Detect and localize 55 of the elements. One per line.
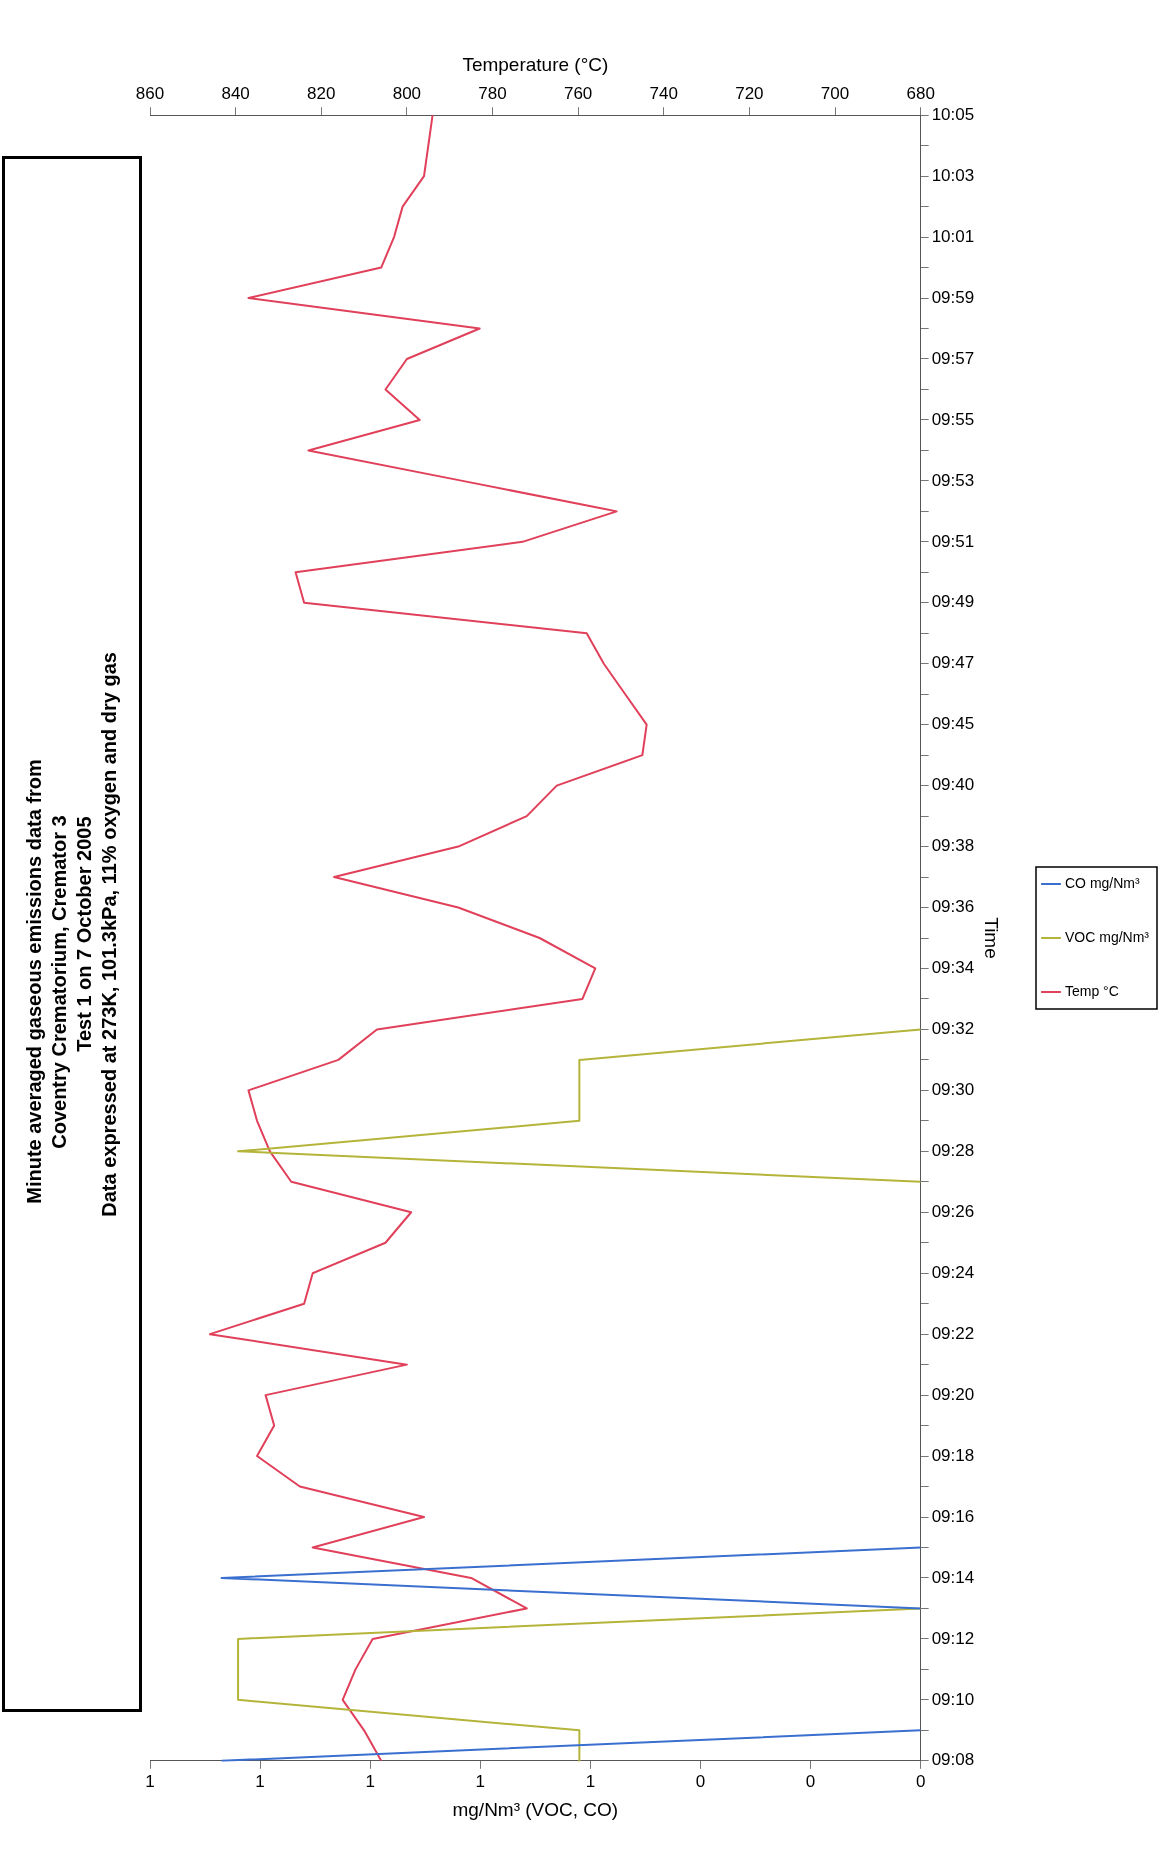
y-tick-label: 09:12 (931, 1628, 975, 1648)
y-tick-label: 09:49 (931, 592, 975, 612)
x-tick-label: 1 (585, 1771, 596, 1791)
y-tick-label: 09:57 (931, 348, 975, 368)
x2-tick-label: 820 (307, 83, 336, 103)
y-tick-label: 09:51 (931, 531, 975, 551)
x2-tick-label: 760 (563, 83, 593, 103)
y-tick-label: 10:01 (931, 226, 975, 246)
y-tick-label: 09:08 (931, 1750, 975, 1770)
y-tick-label: 09:53 (931, 470, 975, 490)
text: Minute averaged gaseous emissions data from Coventry Crematorium, Cremator 3 (22, 758, 71, 1206)
x2-tick-label: 860 (135, 83, 165, 103)
x2-axis-title: Temperature (°C) (462, 53, 609, 75)
x-tick-label: 0 (915, 1771, 926, 1791)
x-tick-label: 1 (255, 1771, 265, 1791)
y-tick-label: 09:32 (931, 1019, 975, 1039)
y-tick-label: 09:55 (931, 409, 975, 429)
legend-label: CO mg/Nm³ (1065, 874, 1140, 891)
y-tick-label: 09:18 (931, 1445, 975, 1465)
x-tick-label: 0 (805, 1771, 816, 1791)
x2-tick-label: 700 (820, 83, 850, 103)
x2-tick-label: 780 (478, 83, 507, 103)
y-tick-label: 09:36 (931, 897, 975, 917)
y-tick-label: 09:47 (931, 653, 975, 673)
x-tick-label: 1 (475, 1771, 486, 1791)
x-tick-label: 1 (365, 1771, 375, 1791)
y-tick-label: 09:34 (931, 958, 975, 978)
x2-tick-label: 840 (221, 83, 250, 103)
y-tick-label: 09:40 (931, 775, 975, 795)
text: Data expressed at 273K, 101.3kPa, 11% oxygen and dry gas (97, 651, 121, 1217)
x-axis-title: mg/Nm³ (VOC, CO) (452, 1798, 619, 1820)
y-tick-label: 09:14 (931, 1567, 975, 1587)
x-tick-label: 1 (145, 1771, 155, 1791)
y-tick-label: 09:24 (931, 1262, 975, 1282)
y-tick-label: 09:22 (931, 1323, 975, 1343)
x2-tick-label: 740 (649, 83, 678, 103)
y-tick-label: 09:59 (931, 287, 975, 307)
legend-label: Temp °C (1065, 982, 1119, 999)
y-axis-title: Time (981, 917, 1003, 959)
legend-label: VOC mg/Nm³ (1065, 928, 1150, 945)
y-tick-label: 10:05 (931, 104, 975, 124)
y-tick-label: 10:03 (931, 165, 975, 185)
x2-tick-label: 720 (735, 83, 764, 103)
x2-tick-label: 680 (906, 83, 935, 103)
y-tick-label: 09:16 (931, 1506, 975, 1526)
x2-tick-label: 800 (392, 83, 422, 103)
y-tick-label: 09:45 (931, 714, 975, 734)
y-tick-label: 09:10 (931, 1689, 975, 1709)
x-tick-label: 0 (695, 1771, 706, 1791)
y-tick-label: 09:26 (931, 1201, 975, 1221)
y-tick-label: 09:20 (931, 1384, 975, 1404)
y-tick-label: 09:38 (931, 836, 975, 856)
text: Test 1 on 7 October 2005 (72, 815, 96, 1054)
y-tick-label: 09:28 (931, 1141, 975, 1161)
y-tick-label: 09:30 (931, 1080, 975, 1100)
